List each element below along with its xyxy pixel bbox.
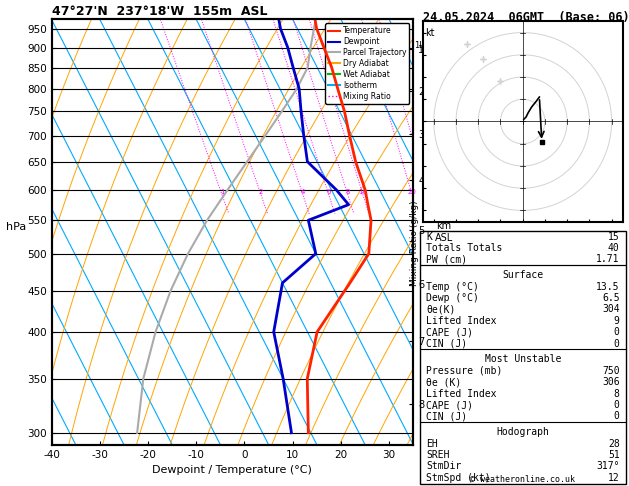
Text: 6.5: 6.5 <box>602 293 620 303</box>
Text: 4: 4 <box>301 189 305 195</box>
Text: 8: 8 <box>614 389 620 399</box>
Text: 306: 306 <box>602 377 620 387</box>
Text: 13.5: 13.5 <box>596 281 620 292</box>
Text: kt: kt <box>425 28 435 38</box>
Text: Temp (°C): Temp (°C) <box>426 281 479 292</box>
Text: 47°27'N  237°18'W  155m  ASL: 47°27'N 237°18'W 155m ASL <box>52 5 267 18</box>
Text: K: K <box>426 231 432 242</box>
Text: StmDir: StmDir <box>426 462 462 471</box>
Text: 304: 304 <box>602 304 620 314</box>
Y-axis label: km
ASL: km ASL <box>435 221 453 243</box>
Text: Lifted Index: Lifted Index <box>426 316 497 326</box>
Text: 15: 15 <box>608 231 620 242</box>
Text: PW (cm): PW (cm) <box>426 254 467 264</box>
Text: 317°: 317° <box>596 462 620 471</box>
Text: θe (K): θe (K) <box>426 377 462 387</box>
Text: 6: 6 <box>326 189 331 195</box>
Text: Dewp (°C): Dewp (°C) <box>426 293 479 303</box>
Text: 20: 20 <box>408 189 416 195</box>
Text: θe(K): θe(K) <box>426 304 456 314</box>
Y-axis label: hPa: hPa <box>6 222 26 232</box>
X-axis label: Dewpoint / Temperature (°C): Dewpoint / Temperature (°C) <box>152 465 313 475</box>
Text: 0: 0 <box>614 400 620 410</box>
Text: CIN (J): CIN (J) <box>426 339 467 348</box>
Text: 40: 40 <box>608 243 620 253</box>
Text: EH: EH <box>426 439 438 449</box>
Text: 28: 28 <box>608 439 620 449</box>
Text: © weatheronline.co.uk: © weatheronline.co.uk <box>470 474 574 484</box>
Text: 10: 10 <box>359 189 367 195</box>
Text: 1: 1 <box>220 189 225 195</box>
Text: 12: 12 <box>608 473 620 483</box>
Text: CAPE (J): CAPE (J) <box>426 327 474 337</box>
Text: 2: 2 <box>259 189 263 195</box>
Text: StmSpd (kt): StmSpd (kt) <box>426 473 491 483</box>
Text: Mixing Ratio (g/kg): Mixing Ratio (g/kg) <box>410 200 419 286</box>
Text: 0: 0 <box>614 339 620 348</box>
Text: Lifted Index: Lifted Index <box>426 389 497 399</box>
Text: 0: 0 <box>614 412 620 421</box>
Text: 9: 9 <box>614 316 620 326</box>
Text: Totals Totals: Totals Totals <box>426 243 503 253</box>
Text: Hodograph: Hodograph <box>496 427 550 437</box>
Text: Surface: Surface <box>503 270 543 280</box>
Text: 0: 0 <box>614 327 620 337</box>
Text: CAPE (J): CAPE (J) <box>426 400 474 410</box>
Text: 750: 750 <box>602 366 620 376</box>
Text: 1.71: 1.71 <box>596 254 620 264</box>
Text: 51: 51 <box>608 450 620 460</box>
Text: Most Unstable: Most Unstable <box>485 354 561 364</box>
Text: Pressure (mb): Pressure (mb) <box>426 366 503 376</box>
Text: 24.05.2024  06GMT  (Base: 06): 24.05.2024 06GMT (Base: 06) <box>423 11 629 24</box>
Legend: Temperature, Dewpoint, Parcel Trajectory, Dry Adiabat, Wet Adiabat, Isotherm, Mi: Temperature, Dewpoint, Parcel Trajectory… <box>325 23 409 104</box>
Text: CIN (J): CIN (J) <box>426 412 467 421</box>
Text: 1LCL: 1LCL <box>414 41 435 50</box>
Text: 8: 8 <box>345 189 350 195</box>
Text: SREH: SREH <box>426 450 450 460</box>
